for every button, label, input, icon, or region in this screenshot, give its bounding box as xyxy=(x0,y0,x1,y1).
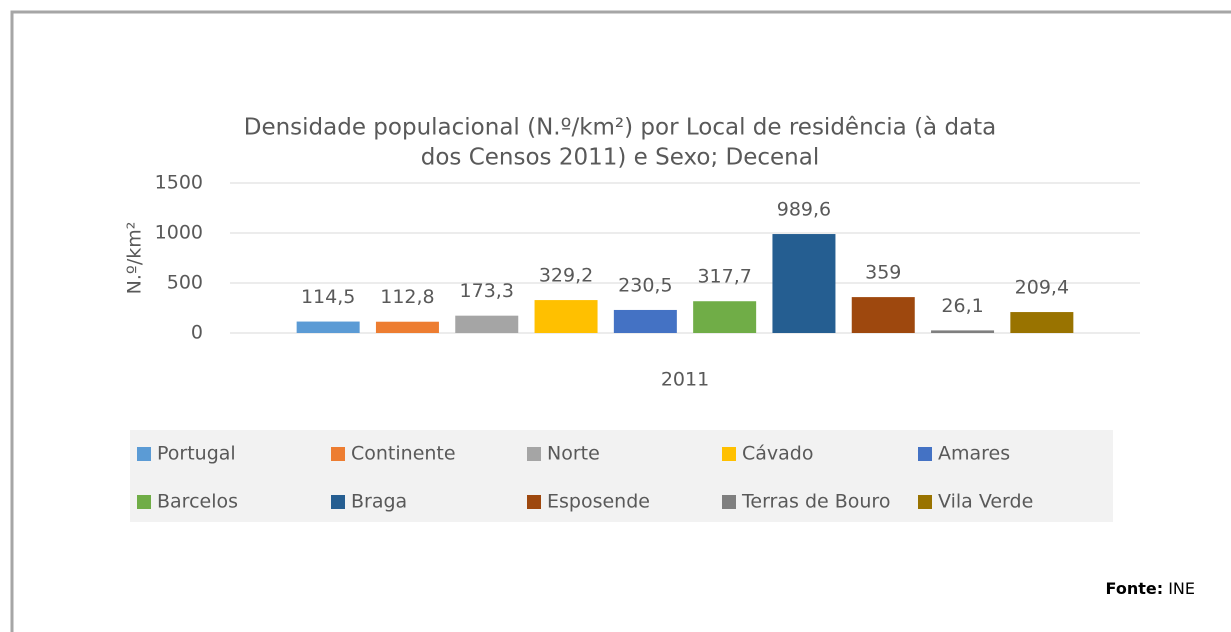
value-label: 230,5 xyxy=(618,274,672,296)
value-label: 359 xyxy=(865,262,901,284)
y-tick-label: 0 xyxy=(191,322,203,344)
bar xyxy=(375,321,439,333)
legend-swatch xyxy=(722,495,736,509)
legend-label: Amares xyxy=(938,443,1010,465)
source: Fonte: INE xyxy=(1106,579,1195,598)
bar xyxy=(772,234,836,333)
chart-title: Densidade populacional (N.º/km²) por Loc… xyxy=(244,115,997,141)
legend-swatch xyxy=(527,495,541,509)
legend-swatch xyxy=(137,447,151,461)
value-label: 114,5 xyxy=(301,286,355,308)
legend-label: Braga xyxy=(351,491,407,513)
legend-swatch xyxy=(527,447,541,461)
source-label: Fonte: xyxy=(1106,579,1164,598)
legend-label: Portugal xyxy=(157,443,236,465)
legend-label: Terras de Bouro xyxy=(741,491,890,513)
legend-label: Continente xyxy=(351,443,456,465)
value-label: 317,7 xyxy=(697,266,751,288)
value-label: 989,6 xyxy=(777,199,831,221)
value-label: 209,4 xyxy=(1015,277,1069,299)
legend-box xyxy=(130,430,1113,522)
bar xyxy=(534,300,598,333)
legend-label: Esposende xyxy=(547,491,650,513)
legend-swatch xyxy=(331,447,345,461)
frame xyxy=(10,10,1231,632)
value-label: 173,3 xyxy=(460,280,514,302)
legend-swatch xyxy=(918,447,932,461)
y-axis-label: N.º/km² xyxy=(124,222,146,295)
value-label: 26,1 xyxy=(941,295,983,317)
source-text: INE xyxy=(1168,579,1195,598)
bar xyxy=(455,315,519,333)
y-tick-label: 1500 xyxy=(155,172,203,194)
value-label: 329,2 xyxy=(539,265,593,287)
value-label: 112,8 xyxy=(380,286,434,308)
chart-title: dos Censos 2011) e Sexo; Decenal xyxy=(421,145,819,171)
bar xyxy=(613,309,677,333)
legend-label: Barcelos xyxy=(157,491,238,513)
legend-swatch xyxy=(722,447,736,461)
bar xyxy=(693,301,757,333)
bar xyxy=(931,330,995,333)
y-tick-label: 1000 xyxy=(155,222,203,244)
legend-swatch xyxy=(331,495,345,509)
legend-swatch xyxy=(918,495,932,509)
legend-label: Vila Verde xyxy=(938,491,1033,513)
bar xyxy=(296,321,360,333)
bar xyxy=(851,297,915,333)
bar xyxy=(1010,312,1074,333)
legend-label: Cávado xyxy=(742,443,813,465)
y-tick-label: 500 xyxy=(167,272,203,294)
legend-label: Norte xyxy=(547,443,600,465)
x-tick-label: 2011 xyxy=(661,369,709,391)
legend-swatch xyxy=(137,495,151,509)
